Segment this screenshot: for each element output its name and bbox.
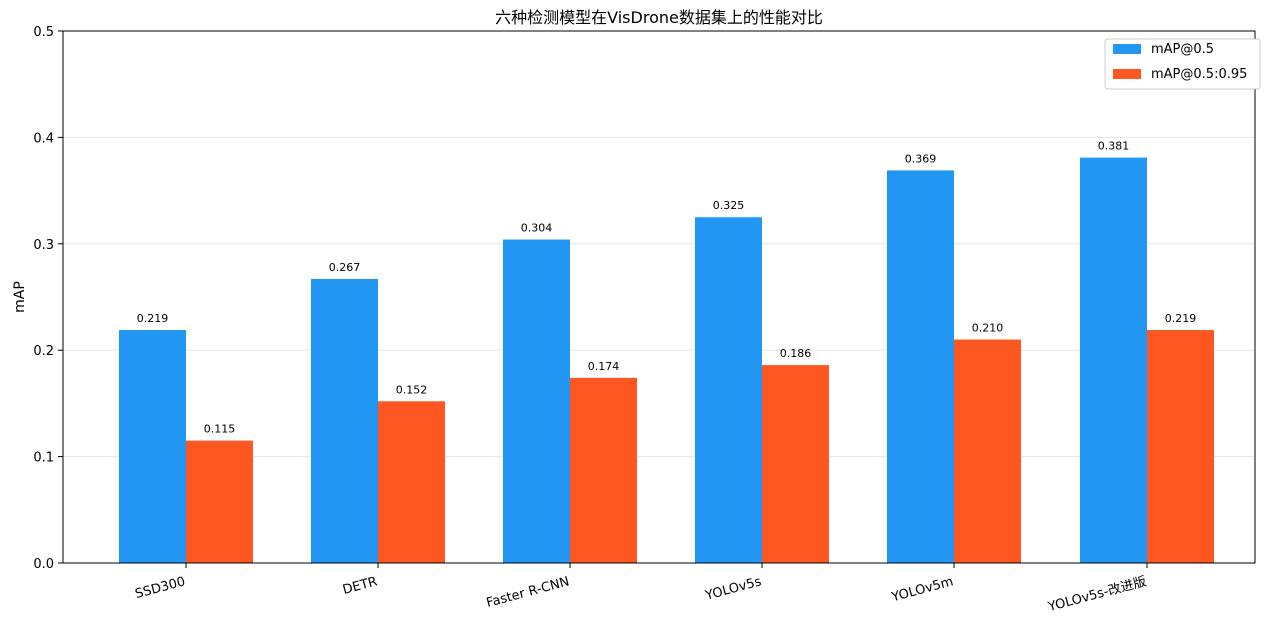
x-tick-label: YOLOv5s <box>703 574 763 604</box>
data-label: 0.186 <box>780 347 812 360</box>
legend-label-map50: mAP@0.5 <box>1151 42 1214 57</box>
bars-group <box>119 157 1214 563</box>
bar-map50 <box>1080 157 1147 563</box>
data-label: 0.152 <box>396 383 428 396</box>
x-tick-label: YOLOv5s-改进版 <box>1046 574 1148 615</box>
data-label: 0.174 <box>588 360 620 373</box>
data-labels-group: 0.219 0.115 0.267 0.152 0.304 0.174 0.325 0.186… <box>137 140 1197 436</box>
y-tick-label: 0.1 <box>33 451 54 466</box>
y-axis-title: mAP <box>12 281 28 313</box>
x-axis: SSD300 DETR Faster R-CNN YOLOv5s YOLOv5m YOLO… <box>134 563 1148 615</box>
plot-frame <box>62 30 1256 564</box>
bar-map50 <box>503 239 570 563</box>
legend-label-map50-95: mAP@0.5:0.95 <box>1151 67 1247 82</box>
bar-map50 <box>695 217 762 563</box>
y-tick-label: 0.5 <box>33 25 54 40</box>
y-tick-label: 0.0 <box>33 557 54 572</box>
bar-map50-95 <box>954 339 1021 563</box>
bar-map50-95 <box>762 365 829 563</box>
data-label: 0.304 <box>521 222 553 235</box>
data-label: 0.219 <box>1165 312 1197 325</box>
legend-swatch-map50-95 <box>1113 69 1141 79</box>
x-tick-label: DETR <box>341 574 379 598</box>
y-axis: 0.0 0.1 0.2 0.3 0.4 0.5 <box>33 25 63 572</box>
legend: mAP@0.5 mAP@0.5:0.95 <box>1104 38 1261 90</box>
data-label: 0.369 <box>905 152 937 165</box>
data-label: 0.219 <box>137 312 169 325</box>
bar-map50 <box>311 278 378 563</box>
data-label: 0.210 <box>972 322 1004 335</box>
y-tick-label: 0.2 <box>33 344 54 359</box>
data-label: 0.115 <box>204 423 236 436</box>
x-tick-label: YOLOv5m <box>889 574 955 605</box>
bar-map50-95 <box>186 440 253 563</box>
x-tick-label: Faster R-CNN <box>485 574 571 611</box>
chart-title: 六种检测模型在VisDrone数据集上的性能对比 <box>495 8 823 27</box>
x-tick-label: SSD300 <box>134 574 187 602</box>
bar-map50-95 <box>378 401 445 563</box>
y-tick-label: 0.3 <box>33 238 54 253</box>
data-label: 0.325 <box>713 199 745 212</box>
bar-map50-95 <box>1147 329 1214 563</box>
y-tick-label: 0.4 <box>33 131 54 146</box>
bar-map50-95 <box>570 377 637 563</box>
legend-swatch-map50 <box>1113 44 1141 54</box>
data-label: 0.267 <box>329 261 361 274</box>
bar-map50 <box>887 170 954 563</box>
gridlines <box>63 136 1255 458</box>
bar-map50 <box>119 329 186 563</box>
data-label: 0.381 <box>1098 140 1130 153</box>
legend-frame <box>1104 38 1261 90</box>
